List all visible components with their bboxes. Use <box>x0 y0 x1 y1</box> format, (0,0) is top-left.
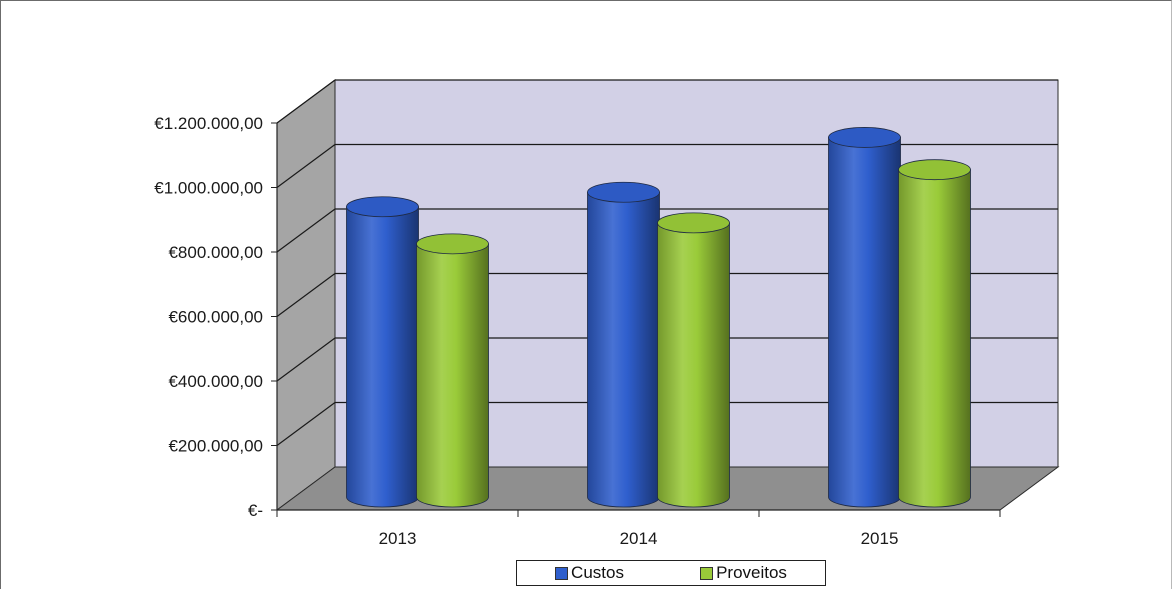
bar-proveitos-2015 <box>898 159 971 508</box>
y-tick-label: €1.000.000,00 <box>154 179 263 198</box>
legend-label: Proveitos <box>716 563 787 582</box>
legend-item-custos: Custos <box>555 563 624 583</box>
bar-custos-2013 <box>346 196 419 508</box>
gridline-side <box>276 402 336 446</box>
bar-body <box>416 243 489 508</box>
gridline-side <box>276 79 336 124</box>
bar-top <box>346 196 419 218</box>
bar-body <box>587 191 660 508</box>
x-tick-label: 2014 <box>620 529 658 548</box>
y-tick-label: €600.000,00 <box>168 308 263 327</box>
legend: Custos Proveitos <box>516 560 826 586</box>
bar-top <box>587 181 660 203</box>
gridline-side <box>276 144 336 188</box>
y-tick-label: €- <box>248 501 263 520</box>
y-tick-label: €400.000,00 <box>168 372 263 391</box>
y-tick-label: €800.000,00 <box>168 243 263 262</box>
x-tick-label: 2015 <box>861 529 899 548</box>
y-tick-label: €200.000,00 <box>168 437 263 456</box>
bar-top <box>898 159 971 181</box>
bar-body <box>346 206 419 508</box>
gridline-side <box>276 273 336 317</box>
bar-body <box>657 222 730 508</box>
bar-top <box>657 212 730 234</box>
legend-item-proveitos: Proveitos <box>700 563 787 583</box>
y-tick-label: €1.200.000,00 <box>154 114 263 133</box>
legend-swatch <box>700 566 714 580</box>
x-tick-label: 2013 <box>379 529 417 548</box>
bar-custos-2015 <box>828 127 901 508</box>
legend-swatch <box>555 566 569 580</box>
gridline-side <box>276 208 336 253</box>
bar-custos-2014 <box>587 181 660 508</box>
bar-proveitos-2013 <box>416 233 489 508</box>
bar-body <box>828 137 901 508</box>
bar-top <box>828 127 901 148</box>
bar-top <box>416 233 489 255</box>
bar-proveitos-2014 <box>657 212 730 508</box>
gridline-side <box>276 337 336 382</box>
legend-label: Custos <box>571 563 624 582</box>
bar-body <box>898 169 971 508</box>
